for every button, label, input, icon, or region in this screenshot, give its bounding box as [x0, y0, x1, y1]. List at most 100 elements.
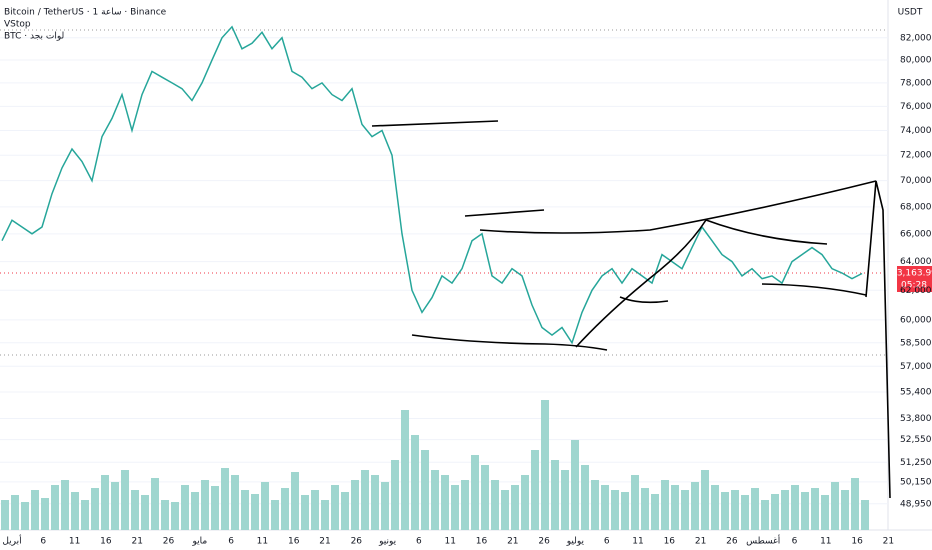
x-tick-label: 6	[604, 537, 610, 547]
volume-bar	[741, 495, 749, 530]
volume-bar	[11, 495, 19, 530]
volume-bar	[551, 460, 559, 530]
x-tick-label: 26	[726, 537, 738, 547]
y-tick-label: 66,000.00	[900, 229, 932, 239]
x-tick-label: 11	[632, 537, 643, 547]
volume-bar	[601, 485, 609, 530]
volume-bar	[841, 490, 849, 530]
x-tick-label: 21	[507, 537, 518, 547]
x-tick-label: يوليو	[566, 537, 585, 547]
price-line	[1, 25, 863, 345]
y-tick-label: 78,000.00	[900, 78, 932, 88]
volume-bar	[491, 480, 499, 530]
symbol-label: BTC · لوات بجد	[4, 32, 64, 42]
volume-bar	[691, 482, 699, 530]
volume-bar	[771, 494, 779, 530]
volume-bar	[461, 480, 469, 530]
y-tick-label: 64,000.00	[900, 257, 932, 267]
x-tick-label: 6	[792, 537, 798, 547]
x-tick-label: 26	[163, 537, 175, 547]
volume-bar	[531, 450, 539, 530]
x-tick-label: 16	[664, 537, 676, 547]
trendline	[865, 180, 891, 499]
volume-bar	[271, 500, 279, 530]
volume-bar	[291, 472, 299, 530]
x-tick-label: 26	[351, 537, 363, 547]
last-price: 63,163.99	[891, 269, 932, 279]
y-tick-label: 62,000.00	[900, 286, 932, 296]
volume-bar	[591, 480, 599, 530]
x-tick-label: 26	[538, 537, 550, 547]
volume-bar	[671, 485, 679, 530]
volume-bar	[311, 490, 319, 530]
volume-bar	[381, 482, 389, 530]
volume-bar	[161, 500, 169, 530]
volume-bar	[731, 490, 739, 530]
volume-bar	[41, 498, 49, 530]
y-tick-label: 52,550.00	[900, 435, 932, 445]
x-tick-label: 16	[288, 537, 300, 547]
y-tick-label: 80,000.00	[900, 56, 932, 66]
volume-bar	[441, 475, 449, 530]
volume-bar	[151, 478, 159, 530]
drawings	[371, 120, 891, 499]
y-tick-label: 74,000.00	[900, 126, 932, 136]
volume-bar	[91, 488, 99, 530]
volume-bar	[361, 470, 369, 530]
volume-bar	[411, 435, 419, 530]
volume-bar	[511, 485, 519, 530]
x-tick-label: يونيو	[378, 537, 397, 547]
volume-bar	[561, 470, 569, 530]
y-tick-label: 48,950.00	[900, 499, 932, 509]
volume-bar	[71, 492, 79, 530]
x-tick-label: أغسطس	[746, 535, 780, 547]
volume-bar	[261, 482, 269, 530]
volume-bar	[811, 488, 819, 530]
volume	[1, 400, 869, 530]
volume-bar	[191, 492, 199, 530]
x-tick-label: 6	[40, 537, 46, 547]
volume-bar	[471, 455, 479, 530]
y-tick-label: 58,500.00	[900, 338, 932, 348]
chart-title: Bitcoin / TetherUS · 1 ساعة · Binance	[4, 8, 167, 18]
volume-bar	[391, 460, 399, 530]
x-tick-label: 11	[69, 537, 80, 547]
x-tick-label: 16	[851, 537, 863, 547]
volume-bar	[521, 475, 529, 530]
volume-bar	[201, 480, 209, 530]
volume-bar	[541, 400, 549, 530]
x-tick-label: 21	[883, 537, 894, 547]
volume-bar	[171, 502, 179, 530]
trendline	[619, 296, 669, 304]
volume-bar	[181, 485, 189, 530]
volume-bar	[61, 480, 69, 530]
volume-bar	[351, 480, 359, 530]
volume-bar	[581, 465, 589, 530]
volume-bar	[231, 475, 239, 530]
y-tick-label: 57,000.00	[900, 362, 932, 372]
volume-bar	[711, 485, 719, 530]
x-tick-label: 21	[131, 537, 142, 547]
x-tick-label: 21	[695, 537, 706, 547]
volume-bar	[661, 480, 669, 530]
volume-bar	[571, 440, 579, 530]
volume-bar	[301, 495, 309, 530]
x-tick-label: 11	[820, 537, 831, 547]
currency-label[interactable]: USDT	[898, 8, 923, 18]
x-tick-label: 16	[476, 537, 488, 547]
y-tick-label: 55,400.00	[900, 387, 932, 397]
volume-bar	[631, 475, 639, 530]
trendline	[464, 209, 545, 217]
y-tick-label: 60,000.00	[900, 315, 932, 325]
x-tick-label: مايو	[191, 537, 207, 547]
x-tick-label: 11	[444, 537, 455, 547]
volume-bar	[791, 485, 799, 530]
volume-bar	[721, 492, 729, 530]
volume-bar	[781, 490, 789, 530]
volume-bar	[751, 488, 759, 530]
volume-bar	[451, 485, 459, 530]
y-tick-label: 76,000.00	[900, 102, 932, 112]
volume-bar	[761, 500, 769, 530]
